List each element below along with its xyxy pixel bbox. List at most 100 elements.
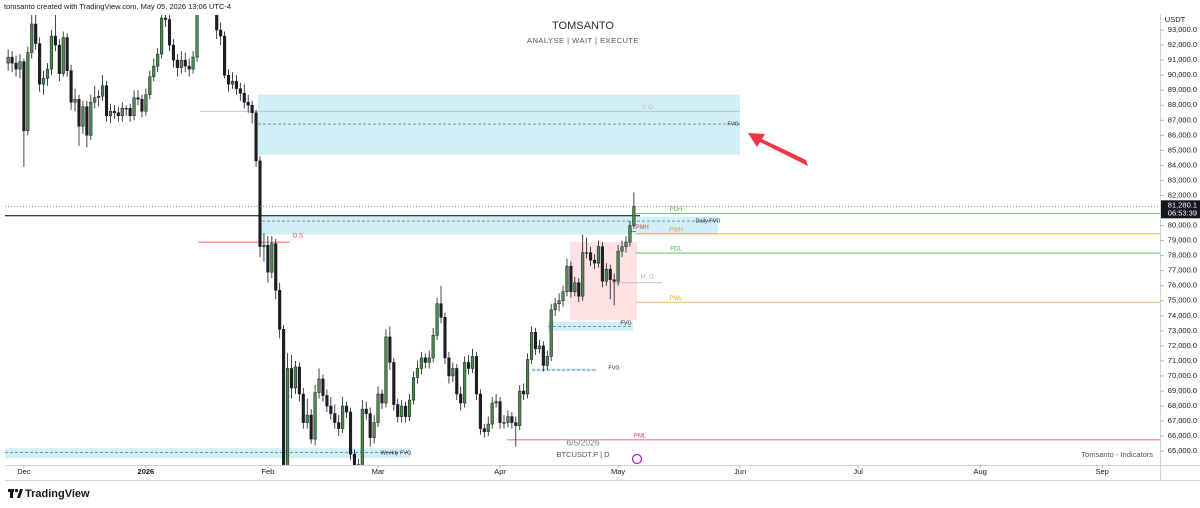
candle-body bbox=[144, 94, 148, 112]
candle-body bbox=[215, 15, 219, 31]
zone-label: FVG bbox=[727, 121, 738, 127]
candle-body bbox=[561, 291, 565, 302]
header-bar bbox=[0, 0, 1200, 14]
candle-body bbox=[108, 111, 113, 117]
candle-body bbox=[309, 414, 313, 440]
x-tick-label: Aug bbox=[973, 467, 986, 476]
candle-body bbox=[604, 268, 608, 282]
candle-body bbox=[223, 35, 227, 76]
zone-label: FVG bbox=[620, 320, 631, 326]
candle-body bbox=[179, 59, 183, 68]
candle-body bbox=[42, 77, 46, 85]
candle-body bbox=[156, 53, 160, 67]
y-tick-label: 83,000.0 bbox=[1168, 175, 1197, 184]
candle-body bbox=[57, 44, 61, 74]
fvg-zone bbox=[258, 94, 740, 155]
x-tick-label: Feb bbox=[261, 467, 274, 476]
candle-body bbox=[14, 62, 18, 70]
y-tick-label: 69,000.0 bbox=[1168, 386, 1197, 395]
countdown-label: 06:53:39 bbox=[1168, 208, 1197, 217]
y-tick-label: 67,000.0 bbox=[1168, 416, 1197, 425]
candle-body bbox=[301, 393, 305, 423]
y-tick-label: 87,000.0 bbox=[1168, 115, 1197, 124]
candle-body bbox=[49, 35, 53, 70]
candle-body bbox=[26, 52, 30, 132]
candle-body bbox=[89, 101, 93, 136]
y-tick-label: 82,000.0 bbox=[1168, 190, 1197, 199]
candle-body bbox=[234, 80, 238, 89]
candle-body bbox=[238, 88, 242, 94]
candle-body bbox=[585, 252, 589, 254]
candle-body bbox=[22, 61, 26, 132]
candle-body bbox=[148, 76, 152, 95]
date-note: 6/5/2026 bbox=[566, 437, 599, 447]
footer-logo: TradingView bbox=[8, 488, 90, 500]
candle-body bbox=[286, 368, 290, 465]
x-tick-label: Mar bbox=[372, 467, 385, 476]
y-tick-label: 80,000.0 bbox=[1168, 221, 1197, 230]
y-tick-label: 91,000.0 bbox=[1168, 55, 1197, 64]
candle-body bbox=[451, 368, 455, 377]
candle-body bbox=[396, 404, 400, 417]
y-tick-label: 79,000.0 bbox=[1168, 236, 1197, 245]
candle-body bbox=[596, 246, 600, 264]
candle-body bbox=[592, 259, 597, 264]
candle-body bbox=[104, 85, 109, 117]
candle-body bbox=[545, 356, 549, 366]
candle-body bbox=[467, 362, 471, 369]
candle-body bbox=[608, 268, 612, 280]
level-label: Y. O. bbox=[642, 105, 655, 111]
x-tick-label: 2026 bbox=[138, 467, 155, 476]
candle-body bbox=[490, 402, 494, 425]
candle-body bbox=[423, 357, 427, 363]
candle-body bbox=[187, 65, 191, 70]
candle-body bbox=[69, 70, 73, 103]
candle-body bbox=[175, 59, 179, 68]
candle-body bbox=[581, 252, 585, 297]
header-text: tomsanto created with TradingView.com, M… bbox=[4, 2, 231, 11]
y-tick-label: 89,000.0 bbox=[1168, 85, 1197, 94]
candle-body bbox=[61, 37, 65, 74]
candle-body bbox=[136, 97, 140, 100]
candle-body bbox=[447, 357, 451, 377]
candle-body bbox=[128, 107, 132, 117]
candle-body bbox=[502, 422, 506, 424]
level-label: PDH bbox=[670, 207, 683, 213]
candle-body bbox=[246, 101, 250, 106]
candle-body bbox=[191, 56, 195, 70]
y-tick-label: 88,000.0 bbox=[1168, 100, 1197, 109]
candle-body bbox=[93, 97, 97, 103]
candle-body bbox=[419, 357, 423, 369]
candle-body bbox=[526, 359, 530, 395]
candle-body bbox=[274, 243, 278, 291]
last-price-label: 81,280.1 bbox=[1168, 200, 1197, 209]
candle-body bbox=[600, 246, 604, 282]
indicator-label: Tomsanto - Indicators bbox=[1081, 450, 1153, 459]
candle-body bbox=[325, 395, 329, 407]
candle-body bbox=[498, 401, 502, 423]
candle-body bbox=[388, 336, 392, 363]
candle-body bbox=[360, 408, 364, 465]
y-tick-label: 77,000.0 bbox=[1168, 266, 1197, 275]
currency-label: USDT bbox=[1165, 15, 1186, 24]
candle-body bbox=[305, 414, 309, 423]
candle-body bbox=[254, 112, 258, 162]
candle-body bbox=[443, 317, 447, 359]
y-tick-label: 72,000.0 bbox=[1168, 341, 1197, 350]
candle-body bbox=[400, 405, 404, 417]
candle-body bbox=[364, 408, 368, 414]
plot-area: FVG Daily FVG FVG FVG Weekly FVG Y. O. D.S PDH P… bbox=[5, 15, 1160, 465]
candle-body bbox=[85, 106, 89, 136]
arrow bbox=[748, 133, 808, 166]
candle-body bbox=[341, 405, 345, 429]
y-tick-label: 71,000.0 bbox=[1168, 356, 1197, 365]
zone-label: FVG bbox=[608, 365, 619, 371]
candle-body bbox=[384, 336, 388, 404]
zone-label: Daily FVG bbox=[695, 218, 720, 224]
symbol-label: BTCUSDT.P | D bbox=[556, 450, 610, 459]
y-tick-label: 85,000.0 bbox=[1168, 145, 1197, 154]
candle-body bbox=[404, 405, 408, 417]
footer-brand[interactable]: TradingView bbox=[25, 488, 90, 500]
event-icon[interactable] bbox=[631, 453, 643, 465]
